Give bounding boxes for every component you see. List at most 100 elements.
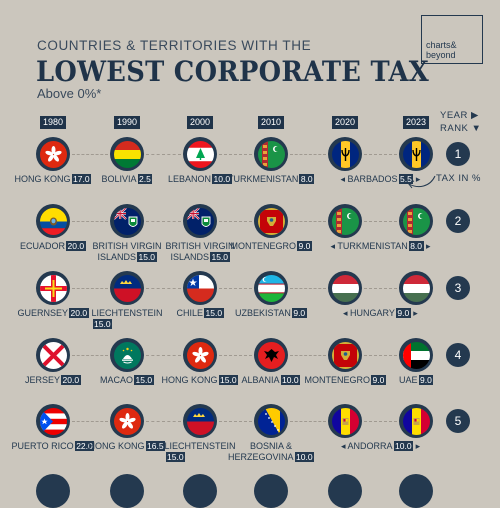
year-label: 2010 <box>258 116 284 129</box>
turkmenistan-flag-icon <box>254 137 288 171</box>
country-label: PUERTO RICO 22.0 <box>12 441 95 452</box>
country-name: ◂ BARBADOS 5.5 ▸ <box>340 174 421 184</box>
subtitle: Above 0%* <box>37 86 102 101</box>
country-name: ◂ TURKMENISTAN 8.0 ▸ <box>330 241 431 251</box>
country-name: UAE 9.0 <box>399 375 434 385</box>
british-virgin-islands-flag-icon <box>183 204 217 238</box>
montenegro-flag-icon <box>328 338 362 372</box>
tax-value: 22.0 <box>74 441 95 451</box>
connector-line <box>364 221 397 222</box>
country-label: BRITISH VIRGIN ISLANDS 15.0 <box>93 241 162 263</box>
year-label: 2020 <box>332 116 358 129</box>
year-label: 2000 <box>187 116 213 129</box>
albania-flag-icon <box>254 338 288 372</box>
country-label: MACAO 15.0 <box>100 375 154 386</box>
tax-value: 20.0 <box>69 308 89 318</box>
country-label: LIECHTENSTEIN 15.0 <box>165 441 236 463</box>
tax-value: 10.0 <box>212 174 232 184</box>
macao-flag-icon <box>110 338 144 372</box>
country-label: ◂ BARBADOS 5.5 ▸ <box>340 174 421 185</box>
partial-flag-icon <box>36 474 70 508</box>
hungary-flag-icon <box>399 271 433 305</box>
country-label: ◂ TURKMENISTAN 8.0 ▸ <box>331 241 431 252</box>
turkmenistan-flag-icon <box>328 204 362 238</box>
barbados-flag-icon <box>399 137 433 171</box>
connector-line <box>364 288 397 289</box>
tax-value: 9.0 <box>395 308 411 318</box>
tax-value: 2.5 <box>137 174 153 184</box>
rank-badge: 2 <box>446 209 470 233</box>
logo-line-1: charts& <box>426 40 457 50</box>
tax-value: 20.0 <box>66 241 86 251</box>
barbados-flag-icon <box>328 137 362 171</box>
connector-line <box>72 355 108 356</box>
legend-year: YEAR ▶ <box>440 110 479 121</box>
year-label: 2023 <box>403 116 429 129</box>
uae-flag-icon <box>399 338 433 372</box>
andorra-flag-icon <box>399 404 433 438</box>
turkmenistan-flag-icon <box>399 204 433 238</box>
brand-logo: charts& beyond <box>421 15 483 64</box>
country-name: LIECHTENSTEIN <box>164 441 236 451</box>
tax-value: 5.5 <box>398 174 414 184</box>
connector-line <box>290 154 326 155</box>
partial-flag-icon <box>399 474 433 508</box>
tax-value: 15.0 <box>92 319 113 329</box>
country-label: ECUADOR 20.0 <box>20 241 86 252</box>
ecuador-flag-icon <box>36 204 70 238</box>
chile-flag-icon <box>183 271 217 305</box>
connector-line <box>72 421 108 422</box>
connector-line <box>146 421 181 422</box>
lebanon-flag-icon <box>183 137 217 171</box>
country-label: ALBANIA 10.0 <box>242 375 301 386</box>
legend-rank: RANK ▼ <box>440 123 482 134</box>
country-name-line2: ISLANDS 15.0 <box>97 252 157 262</box>
tax-value: 20.0 <box>61 375 81 385</box>
country-name-line2: ISLANDS 15.0 <box>170 252 230 262</box>
connector-line <box>146 288 181 289</box>
country-name: JERSEY 20.0 <box>25 375 81 385</box>
tax-value: 10.0 <box>294 452 315 462</box>
tax-value: 15.0 <box>204 308 224 318</box>
tax-value: 15.0 <box>136 252 157 262</box>
uzbekistan-flag-icon <box>254 271 288 305</box>
connector-line <box>219 421 252 422</box>
country-name: BOLIVIA 2.5 <box>101 174 153 184</box>
tax-value: 9.0 <box>291 308 307 318</box>
country-name: ALBANIA 10.0 <box>241 375 301 385</box>
country-name: HONG KONG 16.5 <box>88 441 166 451</box>
country-label: JERSEY 20.0 <box>25 375 81 386</box>
liechtenstein-flag-icon <box>183 404 217 438</box>
tax-value: 16.5 <box>145 441 166 451</box>
connector-line <box>219 355 252 356</box>
tax-value: 8.0 <box>408 241 424 251</box>
country-label: HONG KONG 17.0 <box>15 174 92 185</box>
tax-value: 9.0 <box>418 375 434 385</box>
hong-kong-flag-icon <box>110 404 144 438</box>
tax-value: 10.0 <box>393 441 414 451</box>
connector-line <box>290 221 326 222</box>
country-label: UAE 9.0 <box>399 375 434 386</box>
country-label: BOLIVIA 2.5 <box>102 174 153 185</box>
rank-badge: 3 <box>446 276 470 300</box>
country-name: BOSNIA & <box>250 441 293 451</box>
partial-flag-icon <box>110 474 144 508</box>
country-label: BRITISH VIRGIN ISLANDS 15.0 <box>166 241 235 263</box>
connector-line <box>72 154 108 155</box>
tax-value: 8.0 <box>299 174 315 184</box>
rank-badge: 1 <box>446 142 470 166</box>
country-name: PUERTO RICO 22.0 <box>11 441 95 451</box>
tax-value: 9.0 <box>371 375 386 385</box>
country-name: MACAO 15.0 <box>100 375 154 385</box>
country-name: MONTENEGRO 9.0 <box>304 375 386 385</box>
connector-line <box>364 355 397 356</box>
country-label: ◂ ANDORRA 10.0 ▸ <box>341 441 420 452</box>
guernsey-flag-icon <box>36 271 70 305</box>
country-name: ◂ ANDORRA 10.0 ▸ <box>341 441 421 451</box>
country-name: BRITISH VIRGIN <box>165 241 235 251</box>
country-label: MONTENEGRO 9.0 <box>305 375 386 386</box>
country-name: CHILE 15.0 <box>176 308 224 318</box>
country-name: ◂ HUNGARY 9.0 ▸ <box>343 308 418 318</box>
bolivia-flag-icon <box>110 137 144 171</box>
tax-value: 17.0 <box>71 174 92 184</box>
